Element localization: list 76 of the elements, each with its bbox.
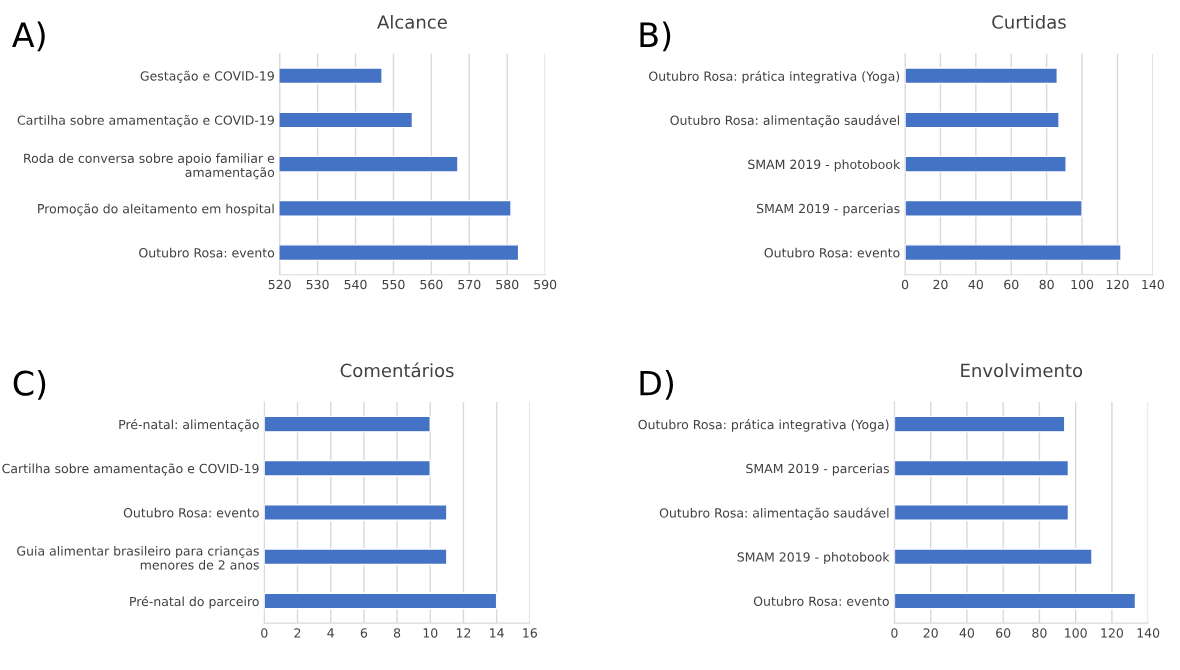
x-tick-label: 120 (1101, 628, 1123, 638)
x-tick-label: 540 (344, 279, 367, 290)
text: B) (640, 21, 671, 52)
bar (894, 548, 1093, 566)
bar (264, 592, 498, 610)
y-tick-label: Outubro Rosa: prática integrativa (Yoga) (649, 70, 900, 84)
y-tick-label: SMAM 2019 - photobook (748, 159, 901, 172)
bar (905, 67, 1058, 85)
x-tick-label: 550 (382, 279, 405, 290)
x-tick-label: 0 (261, 628, 268, 638)
x-tick-label: 100 (1065, 628, 1087, 638)
x-tick-label: 560 (420, 279, 443, 290)
x-tick-label: 520 (268, 279, 291, 290)
x-tick-label: 140 (1137, 628, 1160, 638)
y-tick-label: Outubro Rosa: evento (764, 247, 900, 258)
x-tick-label: 530 (306, 279, 329, 290)
y-tick-label: Promoção do aleitamento em hospital (38, 203, 274, 216)
x-tick-label: 8 (393, 628, 401, 638)
x-tick-label: 80 (1032, 628, 1047, 638)
y-tick-label: SMAM 2019 - photobook (737, 552, 890, 565)
x-tick-label: 100 (1071, 279, 1094, 290)
bar (905, 244, 1122, 262)
y-tick-label: Outubro Rosa: evento (123, 507, 259, 518)
bar (905, 111, 1060, 129)
y-tick-label: Pré-natal do parceiro (130, 595, 259, 609)
chart-title: Alcance (377, 14, 447, 29)
y-tick-label: Outubro Rosa: alimentação saudável (670, 114, 900, 128)
x-tick-label: 80 (1039, 279, 1054, 290)
x-tick-label: 10 (423, 628, 438, 638)
bar (905, 155, 1067, 173)
y-tick-label: Cartilha sobre amamentação e COVID-19 (17, 114, 274, 128)
y-tick-label: Outubro Rosa: alimentação saudável (659, 507, 889, 520)
x-tick-label: 16 (523, 628, 537, 638)
bar (894, 415, 1066, 433)
chart-title: Envolvimento (961, 363, 1083, 378)
x-tick-label: 140 (1142, 279, 1164, 290)
x-tick-label: 590 (534, 279, 557, 290)
y-tick-label: Guia alimentar brasileiro para crianças menores de 2 anos (17, 545, 259, 570)
x-tick-label: 20 (933, 279, 948, 290)
bar (264, 415, 431, 433)
y-tick-label: Gestação e COVID-19 (140, 70, 274, 83)
bar (264, 459, 431, 477)
x-tick-label: 0 (891, 628, 898, 638)
y-tick-label: Outubro Rosa: prática integrativa (Yoga) (638, 419, 889, 432)
text: D) (640, 370, 674, 400)
bar (905, 199, 1083, 217)
x-tick-label: 6 (360, 628, 368, 638)
text: A) (12, 21, 45, 52)
bar (894, 504, 1070, 521)
y-tick-label: Cartilha sobre amamentação e COVID-19 (2, 463, 259, 476)
y-tick-label: SMAM 2019 - parcerias (746, 463, 889, 476)
x-tick-label: 40 (959, 628, 975, 638)
x-tick-label: 2 (294, 628, 301, 638)
x-tick-label: 4 (327, 628, 334, 638)
x-tick-label: 14 (490, 628, 504, 638)
x-tick-label: 570 (458, 279, 481, 290)
bar (264, 504, 448, 521)
y-tick-label: Pré-natal: alimentação (119, 419, 259, 432)
y-tick-label: Outubro Rosa: evento (753, 596, 889, 606)
chart-title: Curtidas (992, 14, 1066, 29)
chart-title: Comentários (340, 362, 454, 378)
x-tick-label: 580 (496, 279, 519, 290)
x-tick-label: 60 (996, 628, 1011, 638)
x-tick-label: 120 (1106, 279, 1129, 290)
y-tick-label: SMAM 2019 - parcerias (756, 203, 900, 216)
bar (894, 592, 1137, 610)
x-tick-label: 20 (923, 628, 938, 638)
x-tick-label: 60 (1004, 279, 1019, 290)
y-tick-label: Roda de conversa sobre apoio familiar e amamentação (24, 153, 275, 180)
x-tick-label: 40 (968, 279, 983, 290)
text: C) (13, 370, 46, 400)
x-tick-label: 0 (901, 279, 909, 290)
bar (894, 459, 1070, 477)
bar (264, 548, 448, 566)
x-tick-label: 12 (456, 628, 471, 638)
y-tick-label: Outubro Rosa: evento (139, 247, 275, 258)
